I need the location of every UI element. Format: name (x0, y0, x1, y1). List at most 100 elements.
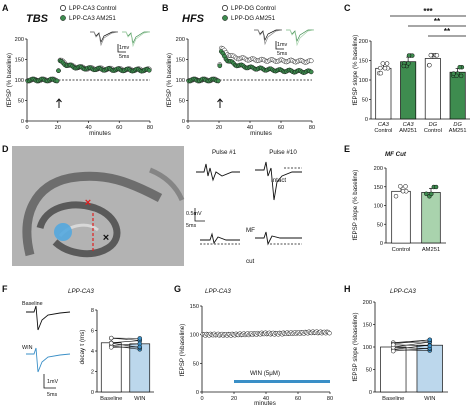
b-x-tick-label: 80 (309, 125, 315, 131)
f-y-tick-label: 4 (91, 349, 94, 355)
data-point (391, 348, 396, 354)
panel-f-axes: 8 6 4 2 0 Baseline WIN (91, 308, 154, 402)
pair-line (393, 347, 430, 352)
category-label: AM251 (422, 247, 440, 253)
data-point (327, 330, 332, 336)
a-y-tick-label: 0 (21, 119, 24, 125)
pair-line (393, 341, 430, 348)
e-y-tick-label: 0 (380, 241, 383, 247)
panel-d-scalebar (194, 208, 205, 222)
panel-h-ylabel: fEPSP slope (%baseline) (352, 312, 359, 381)
stimulation-site-marker (54, 223, 72, 241)
panel-g-letter: G (174, 284, 181, 294)
data-point (451, 71, 456, 76)
g-y-tick-label: 150 (190, 304, 199, 310)
panel-g-ylabel: fEPSP (%baseline) (179, 324, 186, 377)
h-y-tick-label: 100 (363, 345, 372, 351)
pulse-10-label: Pulse #10 (269, 149, 297, 156)
panel-a-legend-am251: LPP-CA3 AM251 (69, 15, 116, 22)
category-label-top: DG (429, 122, 438, 128)
category-label-top: CA3 (378, 122, 390, 128)
data-point (398, 184, 403, 189)
panel-h-letter: H (344, 284, 351, 294)
panel-b: B HFS LPP-DG Control LPP-DG AM251 1mv 5m… (162, 3, 315, 137)
category-label-bottom: AM251 (399, 128, 417, 134)
data-point (380, 61, 386, 66)
data-point (378, 70, 384, 76)
data-point (56, 68, 61, 74)
panel-b-xlabel: minutes (250, 130, 272, 137)
h-y-tick-label: 150 (363, 323, 372, 329)
b-y-tick-label: 200 (176, 37, 185, 43)
intact-label: Intact (271, 177, 286, 184)
a-x-tick-label: 60 (116, 125, 122, 131)
pair-line (393, 339, 430, 345)
category-label-bottom: Control (374, 128, 392, 134)
e-y-tick-label: 200 (374, 166, 383, 172)
f-y-tick-label: 2 (91, 370, 94, 376)
data-point (217, 63, 223, 69)
b-y-tick-label: 50 (179, 99, 185, 105)
a-y-tick-label: 100 (15, 78, 24, 84)
category-label: Baseline (100, 396, 122, 402)
pair-line (111, 345, 140, 350)
g-y-tick-label: 0 (196, 390, 199, 396)
panel-d-letter: D (2, 144, 9, 154)
pair-line (111, 337, 140, 341)
panel-b-legend-control: LPP-DG Control (231, 5, 276, 12)
data-point (429, 191, 434, 197)
panel-a-legend: LPP-CA3 Control LPP-CA3 AM251 (60, 5, 116, 22)
e-y-tick-label: 50 (377, 222, 383, 228)
bar (400, 61, 417, 120)
g-x-tick-label: 80 (327, 396, 333, 402)
panel-c-ylabel: fEPSP slope (% baseline) (352, 35, 359, 106)
panel-g-title: LPP-CA3 (205, 288, 231, 295)
mf-cut-traces (200, 231, 302, 246)
panel-f-ylabel: decay τ (ms) (79, 330, 86, 365)
b-x-tick-label: 40 (247, 125, 253, 131)
cut-label: cut (246, 258, 255, 265)
panel-g-drug-label: WIN (5μM) (250, 370, 280, 377)
panel-e-title: MF Cut (385, 151, 407, 158)
mf-label: MF (246, 227, 255, 234)
pulse-1-label: Pulse #1 (212, 149, 237, 156)
panel-a-axes: 200 150 100 50 00 20 40 60 80 (15, 37, 153, 131)
data-point (457, 64, 462, 70)
g-x-tick-label: 60 (295, 396, 301, 402)
category-label-top: CA3 (403, 122, 415, 128)
panel-e-ylabel: fEPSP slope (% baseline) (352, 170, 359, 241)
category-label-bottom: Control (424, 128, 442, 134)
data-point (400, 188, 406, 194)
panel-b-letter: B (162, 3, 169, 13)
g-y-tick-label: 50 (193, 361, 199, 367)
panel-e-axes: 200 150 100 50 0 Control AM251 (374, 166, 446, 253)
panel-g-xlabel: minutes (254, 400, 276, 407)
data-point (382, 65, 388, 71)
panel-g-axes: 150 100 50 00 20 40 60 80 (190, 304, 333, 402)
data-point (427, 62, 432, 68)
data-point (378, 65, 383, 71)
c-y-tick-label: 0 (365, 117, 368, 123)
data-point (401, 63, 407, 69)
panel-d-scale-mv: 0.5mV (186, 211, 202, 217)
hippocampus-slice-image: × × (12, 146, 185, 266)
data-point (391, 342, 396, 348)
win-application-bar (234, 380, 330, 383)
panel-a-letter: A (2, 3, 9, 13)
data-point (54, 78, 60, 84)
panel-a-induction-arrow (56, 98, 62, 108)
panel-b-legend-am251: LPP-DG AM251 (231, 15, 276, 22)
data-point (308, 58, 314, 64)
sig-stars-2: ** (434, 17, 441, 26)
b-y-tick-label: 100 (176, 78, 185, 84)
a-x-tick-label: 0 (25, 125, 28, 131)
legend-marker-control (222, 5, 228, 11)
g-x-tick-label: 40 (263, 396, 269, 402)
win-trace (26, 347, 71, 373)
data-point (403, 184, 408, 189)
h-y-tick-label: 200 (363, 300, 372, 306)
data-point (427, 343, 432, 348)
panel-a-legend-control: LPP-CA3 Control (69, 5, 116, 12)
data-point (308, 69, 314, 75)
baseline-trace-label: Baseline (22, 301, 43, 307)
